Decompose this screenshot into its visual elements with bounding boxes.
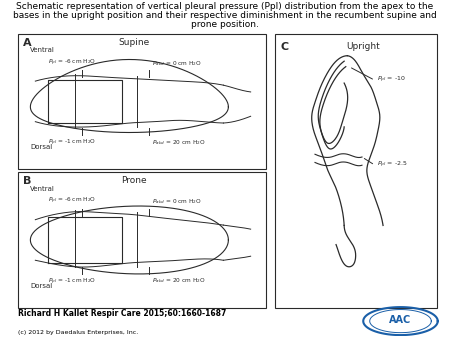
Text: A: A [23, 38, 32, 48]
Text: AAC: AAC [389, 315, 412, 325]
Text: Dorsal: Dorsal [31, 144, 53, 150]
Text: $P_{pl}$ = -2.5: $P_{pl}$ = -2.5 [377, 160, 407, 170]
Text: Supine: Supine [119, 38, 150, 47]
Text: $P_{pl}$ = -6 cm H$_2$O: $P_{pl}$ = -6 cm H$_2$O [48, 57, 96, 68]
Text: Prone: Prone [122, 176, 147, 186]
Text: Ventral: Ventral [31, 186, 55, 192]
Bar [18, 34, 266, 169]
Text: $P_{pl}$ = -6 cm H$_2$O: $P_{pl}$ = -6 cm H$_2$O [48, 196, 96, 206]
Text: B: B [23, 176, 32, 187]
Text: prone position.: prone position. [191, 20, 259, 29]
Text: $P_{abd}$ = 0 cm H$_2$O: $P_{abd}$ = 0 cm H$_2$O [152, 59, 202, 68]
Text: $P_{pl}$ = -1 cm H$_2$O: $P_{pl}$ = -1 cm H$_2$O [48, 138, 96, 148]
Text: $P_{abd}$ = 20 cm H$_2$O: $P_{abd}$ = 20 cm H$_2$O [152, 276, 206, 285]
Text: $P_{abd}$ = 0 cm H$_2$O: $P_{abd}$ = 0 cm H$_2$O [152, 197, 202, 206]
Text: $P_{abd}$ = 20 cm H$_2$O: $P_{abd}$ = 20 cm H$_2$O [152, 138, 206, 147]
Bar [18, 172, 266, 308]
Bar [274, 34, 436, 308]
Text: Dorsal: Dorsal [31, 283, 53, 289]
Text: Ventral: Ventral [31, 47, 55, 53]
Text: $P_{pl}$ = -1 cm H$_2$O: $P_{pl}$ = -1 cm H$_2$O [48, 276, 96, 287]
Text: $P_{pl}$ = -10: $P_{pl}$ = -10 [377, 75, 405, 86]
Text: Schematic representation of vertical pleural pressure (Ppl) distribution from th: Schematic representation of vertical ple… [16, 2, 434, 11]
Text: C: C [281, 42, 289, 52]
Text: Upright: Upright [347, 42, 381, 51]
Text: bases in the upright position and their respective diminishment in the recumbent: bases in the upright position and their … [13, 11, 437, 20]
Text: Richard H Kallet Respir Care 2015;60:1660-1687: Richard H Kallet Respir Care 2015;60:166… [18, 309, 226, 318]
Text: (c) 2012 by Daedalus Enterprises, Inc.: (c) 2012 by Daedalus Enterprises, Inc. [18, 330, 138, 335]
